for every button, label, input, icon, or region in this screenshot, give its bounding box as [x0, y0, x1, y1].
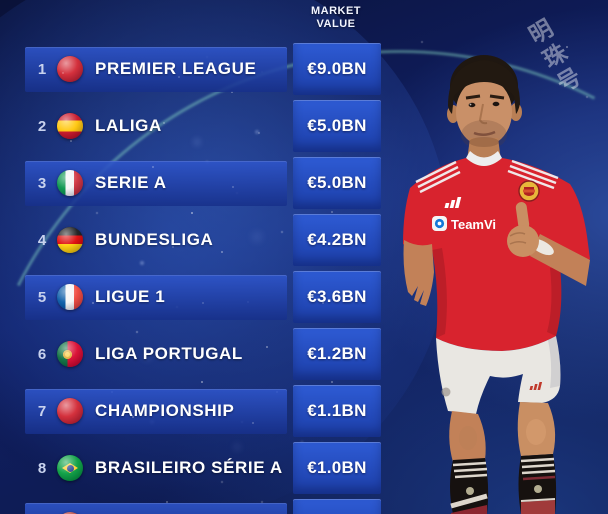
market-value-badge — [293, 499, 381, 514]
league-bar: 6 LIGA PORTUGAL — [25, 332, 287, 377]
rank-label: 8 — [37, 459, 47, 477]
league-name: LIGA PORTUGAL — [95, 344, 243, 363]
player-socks — [450, 454, 557, 514]
market-value-text: €5.0BN — [307, 116, 367, 135]
market-value-header-line1: MARKET — [310, 5, 362, 17]
table-row: 7 CHAMPIONSHIP €1.1BN — [25, 385, 381, 437]
table-row: 1 PREMIER LEAGUE €9.0BN — [25, 43, 381, 95]
table-row: 4 BUNDESLIGA €4.2BN — [25, 214, 381, 266]
shoulder-stripes — [415, 159, 559, 194]
league-bar: 5 LIGUE 1 — [25, 274, 287, 320]
brazil-flag-icon — [57, 455, 83, 481]
player-figure: TeamVi — [403, 55, 590, 514]
player-head — [447, 55, 522, 172]
player-shorts — [436, 336, 561, 414]
collar — [466, 151, 502, 166]
market-value-text: €4.2BN — [307, 230, 367, 249]
league-bar: 2 LALIGA — [25, 104, 287, 149]
market-value-badge: €1.1BN — [293, 385, 381, 437]
market-value-badge: €9.0BN — [293, 43, 381, 95]
rank-label: 3 — [37, 174, 47, 192]
league-bar: 1 PREMIER LEAGUE — [25, 46, 287, 92]
france-flag-icon — [57, 284, 83, 310]
rank-label: 1 — [37, 60, 47, 78]
england-flag-icon — [57, 56, 83, 82]
league-name: LIGUE 1 — [95, 287, 166, 306]
england-flag-icon — [57, 398, 83, 424]
league-bar: 7 CHAMPIONSHIP — [25, 388, 287, 434]
league-bar: 4 BUNDESLIGA — [25, 218, 287, 263]
sponsor-logo-dot — [437, 221, 442, 226]
player-jersey: TeamVi — [403, 151, 590, 351]
market-value-badge: €5.0BN — [293, 100, 381, 152]
sponsor-text: TeamVi — [451, 217, 496, 232]
market-value-badge: €3.6BN — [293, 271, 381, 323]
thumbs-up-hand — [507, 202, 590, 286]
table-row-partial — [25, 499, 381, 514]
market-value-header-line2: VALUE — [316, 18, 356, 31]
league-name: LALIGA — [95, 116, 162, 135]
market-value-text: €1.2BN — [307, 344, 367, 363]
league-name: BUNDESLIGA — [95, 230, 214, 249]
table-row: 2 LALIGA €5.0BN — [25, 100, 381, 152]
league-bar — [25, 502, 287, 514]
rank-label: 2 — [37, 117, 47, 135]
shorts-crest-icon — [441, 387, 451, 397]
market-value-text: €5.0BN — [307, 173, 367, 192]
league-ranking-table: 1 PREMIER LEAGUE €9.0BN 2 LALIGA €5.0BN … — [25, 43, 381, 514]
market-value-badge: €4.2BN — [293, 214, 381, 266]
club-crest-icon — [518, 180, 540, 202]
league-name: CHAMPIONSHIP — [95, 401, 235, 420]
market-value-badge: €5.0BN — [293, 157, 381, 209]
italy-flag-icon — [57, 170, 83, 196]
adidas-logo-icon — [444, 197, 462, 208]
league-name: SERIE A — [95, 173, 167, 192]
rank-label: 5 — [37, 288, 47, 306]
player-legs — [449, 402, 556, 462]
rank-label: 7 — [37, 402, 47, 420]
market-value-text: €1.0BN — [307, 458, 367, 477]
market-value-badge: €1.0BN — [293, 442, 381, 494]
table-row: 5 LIGUE 1 €3.6BN — [25, 271, 381, 323]
rank-label: 6 — [37, 345, 47, 363]
rank-label: 4 — [37, 231, 47, 249]
unidentified-flag-icon — [57, 512, 83, 514]
player-left-arm — [403, 240, 434, 306]
market-value-text: €1.1BN — [307, 401, 367, 420]
cloud-speckles-overlay — [0, 0, 2, 2]
shorts-adidas-logo-icon — [529, 382, 543, 390]
spain-flag-icon — [57, 113, 83, 139]
portugal-flag-icon — [57, 341, 83, 367]
league-bar: 8 BRASILEIRO SÉRIE A — [25, 446, 287, 491]
market-value-column-header: MARKET VALUE — [292, 5, 380, 31]
league-name: BRASILEIRO SÉRIE A — [95, 458, 283, 477]
market-value-badge: €1.2BN — [293, 328, 381, 380]
league-name: PREMIER LEAGUE — [95, 59, 257, 78]
table-row: 8 BRASILEIRO SÉRIE A €1.0BN — [25, 442, 381, 494]
table-row: 3 SERIE A €5.0BN — [25, 157, 381, 209]
table-row: 6 LIGA PORTUGAL €1.2BN — [25, 328, 381, 380]
germany-flag-icon — [57, 227, 83, 253]
market-value-text: €9.0BN — [307, 59, 367, 78]
league-bar: 3 SERIE A — [25, 160, 287, 206]
market-value-text: €3.6BN — [307, 287, 367, 306]
